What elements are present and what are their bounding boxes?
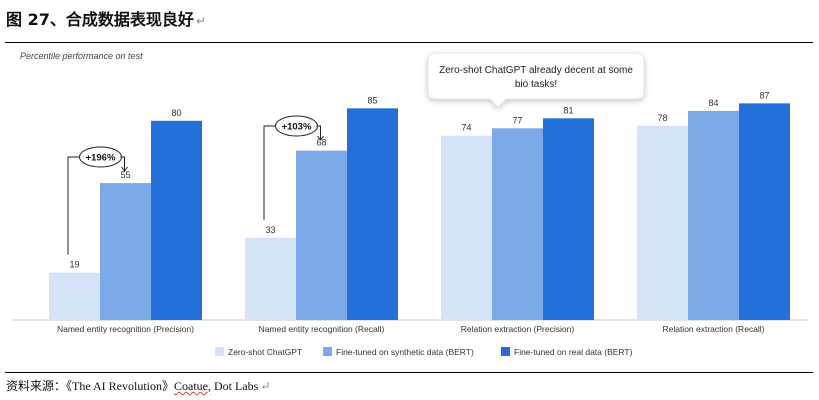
bottom-rule [5,372,813,373]
down-arrow-icon [316,125,324,141]
annotation-connector-1 [263,125,277,220]
bar-c1-s2 [347,108,398,320]
callout-line-1: bio tasks! [515,79,557,90]
source-note: 资料来源：《The AI Revolution》Coatue, Dot Labs… [6,377,270,394]
value-label-c0-s2: 80 [171,108,181,118]
source-return-mark-icon: ↵ [260,379,271,393]
bar-c2-s0 [441,135,492,320]
value-label-c3-s0: 78 [657,113,667,123]
category-label-0: Named entity recognition (Precision) [57,324,194,334]
value-label-c2-s2: 81 [563,105,573,115]
legend-swatch-0 [215,347,224,356]
bar-c2-s1 [492,128,543,320]
source-prefix: 资料来源：《The AI Revolution》 [6,379,174,393]
labels-layer: 19 33 74 78 55 68 77 84 80 85 81 87 [69,90,769,269]
source-underlined: Coatue, [174,379,211,393]
chart-subtitle: Percentile performance on test [20,51,143,61]
category-label-1: Named entity recognition (Recall) [259,324,385,334]
value-label-c0-s1: 55 [120,170,130,180]
bars-layer [49,103,790,321]
legend-label-2: Fine-tuned on real data (BERT) [514,347,633,357]
category-label-2: Relation extraction (Precision) [461,324,575,334]
annotation-text-1: +103% [282,122,312,133]
legend-label-1: Fine-tuned on synthetic data (BERT) [336,347,474,357]
legend-swatch-1 [323,347,332,356]
bar-c0-s0 [49,272,100,320]
chart: Percentile performance on test 19 33 74 78 5… [12,51,808,357]
bar-c3-s1 [688,110,739,320]
bar-c1-s1 [296,150,347,320]
title-text: 图 27、合成数据表现良好 [6,10,194,29]
value-label-c2-s1: 77 [512,115,522,125]
category-labels: Named entity recognition (Precision) Name… [57,324,765,334]
value-label-c3-s1: 84 [708,98,718,108]
value-label-c0-s0: 19 [69,260,79,270]
value-label-c3-s2: 87 [759,90,769,100]
bar-c0-s1 [100,183,151,320]
annotations-layer: +196% +103% Zero-shot ChatGPT already dece… [67,52,645,255]
legend-label-0: Zero-shot ChatGPT [228,347,302,357]
bar-c1-s0 [245,237,296,320]
value-label-c1-s2: 85 [367,95,377,105]
callout-line-0: Zero-shot ChatGPT already decent at some [439,65,633,76]
value-label-c1-s1: 68 [316,138,326,148]
return-mark-icon: ↵ [195,14,206,28]
page-title: 图 27、合成数据表现良好 ↵ [6,6,206,30]
legend: Zero-shot ChatGPT Fine-tuned on synthetic… [215,347,633,357]
source-rest: Dot Labs [211,379,259,393]
annotation-text-0: +196% [86,153,116,164]
callout-bubble: Zero-shot ChatGPT already decent at some… [427,52,645,108]
value-label-c2-s0: 74 [461,123,471,133]
value-label-c1-s0: 33 [265,225,275,235]
annotation-connector-0 [67,156,81,255]
legend-swatch-2 [501,347,510,356]
category-label-3: Relation extraction (Recall) [662,324,764,334]
bar-c2-s2 [543,118,594,320]
callout-shape [427,52,645,108]
bar-c3-s0 [637,125,688,320]
bar-c0-s2 [151,120,202,320]
top-rule [5,42,813,43]
bar-c3-s2 [739,103,790,321]
down-arrow-icon [120,156,128,172]
